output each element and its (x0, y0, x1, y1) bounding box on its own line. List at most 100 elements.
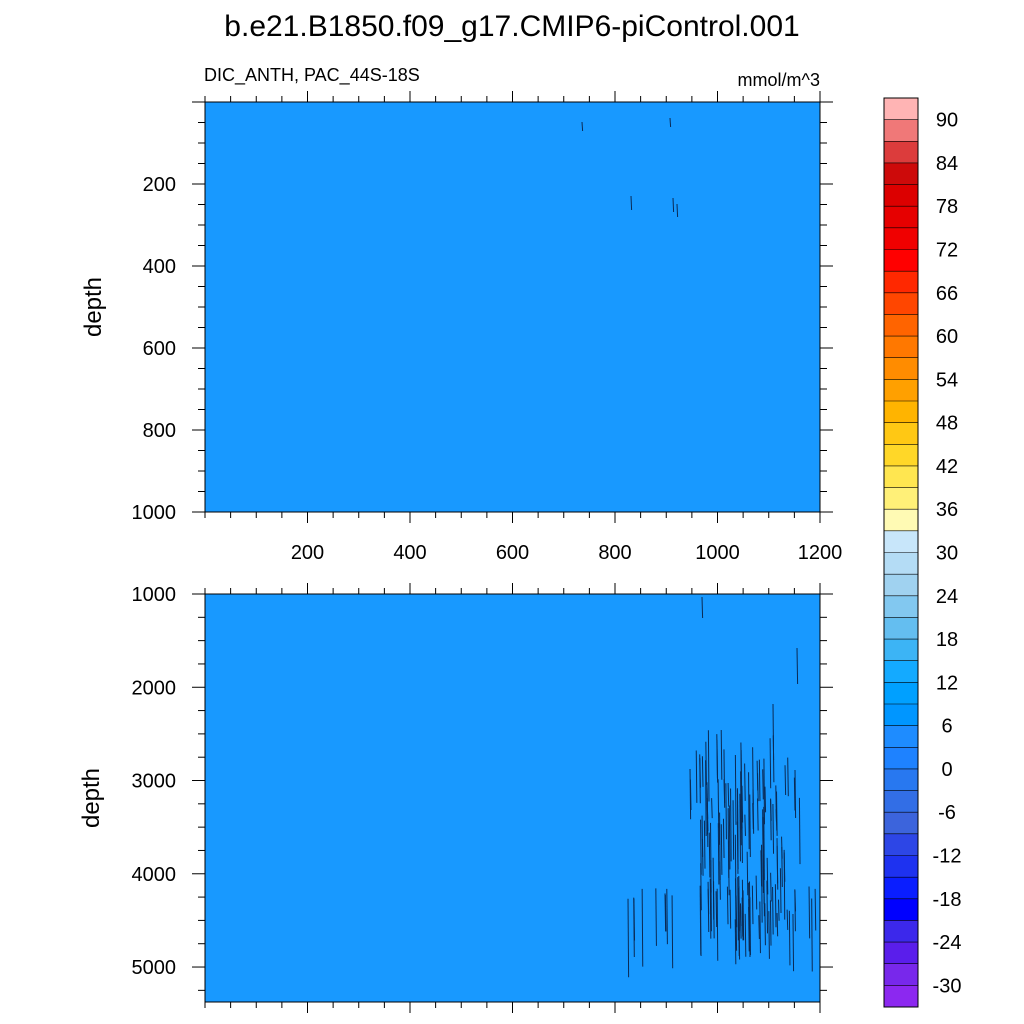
contour-line (700, 863, 702, 911)
contour-line (784, 765, 787, 796)
contour-line (719, 861, 721, 900)
colorbar-label: 36 (936, 499, 958, 521)
contour-line (763, 758, 766, 825)
colorbar-swatch (884, 401, 918, 423)
contour-line (766, 880, 769, 934)
colorbar-label: -18 (933, 889, 962, 911)
contour-line (717, 823, 720, 885)
contour-line (788, 910, 791, 966)
upper-contours (581, 117, 679, 218)
contour-line (655, 888, 657, 946)
contour-line (701, 756, 704, 787)
contour-line (581, 121, 584, 132)
colorbar-swatch (884, 877, 918, 900)
contour-line (727, 808, 730, 878)
contour-line (755, 875, 758, 910)
contour-line (735, 895, 738, 928)
colorbar-label: -30 (933, 975, 962, 997)
contour-line (706, 803, 709, 832)
contour-line (671, 895, 674, 969)
contour-line (759, 901, 761, 954)
contour-line (811, 898, 813, 972)
contour-line (740, 799, 742, 831)
upper-field (205, 102, 820, 512)
lower-y-tick-label: 3000 (132, 771, 177, 793)
colorbar-swatch (884, 617, 918, 640)
upper-y-tick-label: 800 (143, 420, 176, 442)
colorbar-swatch (884, 790, 918, 813)
contour-line (720, 824, 723, 875)
lower-y-tick-label: 4000 (132, 864, 177, 886)
contour-line (777, 899, 780, 921)
contour-line (772, 803, 775, 854)
upper-axes: 200 400 600 800 1000 1200 200 400 600 800 1000 (132, 91, 842, 564)
upper-x-tick-label: 400 (393, 542, 426, 564)
contour-line (716, 888, 719, 961)
colorbar-label: 6 (941, 716, 952, 738)
contour-line (779, 868, 782, 914)
contour-line (752, 747, 754, 805)
contour-line (727, 783, 730, 807)
colorbar-swatch (884, 963, 918, 986)
contour-line (796, 647, 799, 685)
contour-line (705, 760, 707, 836)
contour-line (772, 887, 774, 935)
colorbar-swatch (884, 660, 918, 683)
colorbar-label: 72 (936, 240, 958, 262)
upper-x-tick-label: 800 (598, 542, 631, 564)
contour-line (701, 596, 704, 619)
contour-line (776, 845, 779, 890)
contour-line (710, 822, 712, 893)
colorbar-swatch (884, 985, 918, 1008)
contour-line (772, 735, 775, 783)
contour-line (764, 903, 766, 946)
contour-line (723, 779, 726, 808)
colorbar-swatch (884, 141, 918, 164)
contour-line (729, 889, 732, 929)
contour-line (774, 884, 777, 928)
contour-line (744, 763, 746, 801)
contour-line (725, 783, 727, 840)
contour-line (734, 754, 737, 825)
contour-line (741, 785, 744, 823)
subtitle-left: DIC_ANTH, PAC_44S-18S (204, 65, 420, 86)
colorbar-swatch (884, 162, 918, 185)
upper-y-tick-label: 400 (143, 256, 176, 278)
contour-line (633, 898, 636, 941)
colorbar-label: -6 (938, 802, 956, 824)
colorbar-swatch (884, 292, 918, 315)
contour-line (726, 886, 729, 925)
contour-line (676, 203, 679, 218)
contour-line (707, 730, 710, 802)
colorbar-swatch (884, 682, 918, 705)
contour-line (732, 800, 735, 860)
colorbar-swatch (884, 227, 918, 250)
upper-y-tick-label: 600 (143, 338, 176, 360)
contour-line (627, 898, 630, 978)
contour-line (766, 857, 769, 895)
contour-line (757, 798, 759, 831)
contour-line (770, 872, 772, 902)
contour-line (701, 839, 704, 876)
contour-line (758, 915, 760, 940)
contour-line (711, 798, 713, 819)
colorbar-swatch (884, 336, 918, 359)
colorbar-swatch (884, 444, 918, 467)
lower-y-tick-label: 2000 (132, 677, 177, 699)
contour-line (736, 788, 739, 867)
colorbar-label: -24 (933, 932, 962, 954)
contour-line (808, 886, 811, 939)
contour-line (741, 897, 744, 937)
contour-line (705, 741, 707, 785)
contour-line (764, 786, 767, 813)
contour-line (630, 195, 633, 211)
contour-line (758, 759, 761, 802)
contour-line (752, 803, 754, 830)
colorbar-swatch (884, 379, 918, 402)
colorbar-swatch (884, 271, 918, 294)
contour-line (751, 885, 754, 925)
colorbar-label: 90 (936, 110, 958, 132)
upper-y-axis-label: depth (80, 277, 107, 337)
contour-line (703, 820, 706, 869)
